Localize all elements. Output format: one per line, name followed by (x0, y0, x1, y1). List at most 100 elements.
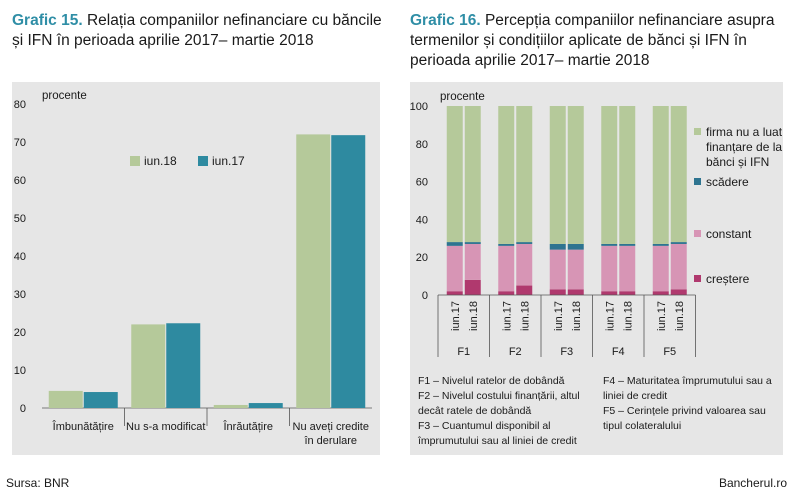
factor-note-f3: F3 – Cuantumul disponibil al împrumutulu… (418, 420, 577, 447)
chart16-legend-swatch (694, 178, 701, 185)
chart16-panel: procente 0 20 40 60 80 100 iun.17 iun.18 F1 iun.17… (410, 82, 783, 455)
chart16-bar-scădere (619, 243, 636, 246)
chart16-y-tick: 100 (410, 101, 428, 113)
chart16-bar-firma (619, 106, 636, 244)
chart16-group-label: F2 (509, 346, 522, 358)
chart15-y-tick: 10 (14, 365, 26, 377)
chart16-plot: procente 0 20 40 60 80 100 iun.17 iun.18 F1 iun.17… (410, 91, 783, 358)
chart15-bar-iun.18 (131, 324, 166, 408)
chart16-bar-scădere (670, 242, 687, 244)
chart15-y-tick: 50 (14, 213, 26, 225)
chart15-bar-iun.18 (213, 404, 248, 408)
chart16-legend-swatch (694, 128, 701, 135)
chart16-bar-scădere (567, 243, 584, 250)
chart15-title: Grafic 15. Relația companiilor nefinanci… (12, 11, 392, 51)
factor-note-f4: F4 – Maturitatea împrumutului sau a lini… (603, 375, 772, 402)
chart16-group-label: F5 (663, 346, 676, 358)
chart16-bar-creștere (516, 285, 533, 295)
chart15-x-tick: Nu s-a modificat (126, 421, 205, 433)
chart16-bar-creștere (670, 289, 687, 295)
chart15-title-text: Relația companiilor nefinanciare cu bănc… (12, 12, 382, 49)
chart16-bar-creștere (549, 289, 566, 295)
chart15-y-tick: 30 (14, 289, 26, 301)
chart16-bar-firma (567, 106, 584, 244)
chart16-bar-scădere (549, 243, 566, 250)
chart16-y-tick: 80 (416, 139, 428, 151)
chart16-group-label: F1 (457, 346, 470, 358)
chart16-bar-constant (549, 249, 566, 290)
chart16-bar-constant (619, 245, 636, 292)
chart15-bar-iun.17 (166, 323, 201, 408)
factor-notes-left: F1 – Nivelul ratelor de dobândă F2 – Niv… (418, 374, 598, 449)
chart16-y-tick: 60 (416, 177, 428, 189)
chart16-bar-firma (464, 106, 481, 243)
chart15-x-tick: în derulare (303, 435, 357, 447)
chart15-bar-iun.17 (83, 392, 118, 408)
chart15-legend-label: iun.17 (212, 154, 245, 168)
chart16-bar-constant (464, 243, 481, 280)
chart16-bar-creștere (464, 279, 481, 295)
source-label: Sursa: BNR (6, 476, 70, 490)
chart16-bar-creștere (567, 289, 584, 295)
chart16-bar-constant (652, 245, 669, 292)
chart15-x-tick: Nu aveți credite (293, 421, 369, 433)
chart16-bar-label: iun.18 (674, 301, 686, 331)
chart16-bar-firma (601, 106, 618, 244)
chart15-legend-label: iun.18 (144, 154, 177, 168)
chart16-bar-label: iun.17 (553, 301, 565, 331)
chart16-group-label: F3 (560, 346, 573, 358)
chart16-y-unit: procente (440, 91, 485, 103)
chart15-y-unit: procente (42, 90, 87, 102)
chart16-bar-firma (498, 106, 515, 244)
chart16-bar-firma (549, 106, 566, 244)
chart15-panel: procente 0 10 20 30 40 50 60 70 80 Îmbunătățire Nu … (12, 82, 380, 455)
factor-note-f1: F1 – Nivelul ratelor de dobândă (418, 375, 565, 387)
chart16-bar-scădere (601, 243, 618, 246)
chart16-bar-scădere (652, 243, 669, 246)
factor-notes-right: F4 – Maturitatea împrumutului sau a lini… (603, 374, 783, 434)
chart16-bar-constant (446, 245, 463, 292)
chart16-bar-label: iun.17 (450, 301, 462, 331)
chart16-bar-label: iun.18 (519, 301, 531, 331)
chart16-bar-creștere (652, 291, 669, 295)
chart16-bar-firma (670, 106, 687, 243)
chart16-bar-label: iun.18 (622, 301, 634, 331)
chart15-y-tick: 70 (14, 137, 26, 149)
chart15-title-prefix: Grafic 15. (12, 12, 83, 29)
chart16-bar-scădere (446, 242, 463, 246)
chart15-bar-iun.17 (331, 135, 366, 408)
chart16-bar-constant (670, 243, 687, 290)
chart16-bar-label: iun.17 (656, 301, 668, 331)
chart15-bar-iun.17 (248, 403, 283, 408)
chart16-bar-label: iun.18 (468, 301, 480, 331)
chart16-bar-constant (601, 245, 618, 292)
chart16-title: Grafic 16. Percepția companiilor nefinan… (410, 11, 790, 71)
chart16-bar-creștere (498, 291, 515, 295)
chart16-bar-label: iun.17 (501, 301, 513, 331)
chart15-legend-swatch (198, 156, 208, 166)
chart16-title-prefix: Grafic 16. (410, 12, 481, 29)
chart16-legend-label: scădere (706, 175, 749, 189)
chart15-y-tick: 0 (20, 403, 26, 415)
chart16-bar-scădere (464, 242, 481, 244)
chart16-legend-swatch (694, 230, 701, 237)
chart15-y-tick: 60 (14, 175, 26, 187)
chart15-y-tick: 40 (14, 251, 26, 263)
chart16-bar-creștere (601, 291, 618, 295)
chart16-legend-label: firma nu a luat finanțare de la bănci și I… (706, 125, 783, 169)
chart16-bar-firma (516, 106, 533, 243)
factor-note-f5: F5 – Cerințele privind valoarea sau tipu… (603, 405, 766, 432)
chart15-y-tick: 20 (14, 327, 26, 339)
chart16-bar-label: iun.17 (604, 301, 616, 331)
chart15-bar-iun.18 (296, 134, 331, 408)
site-label: Bancherul.ro (718, 476, 787, 490)
chart16-title-text: Percepția companiilor nefinanciare asupr… (410, 12, 775, 69)
chart16-y-tick: 40 (416, 214, 428, 226)
chart16-legend-label: creștere (706, 272, 750, 286)
chart16-bar-constant (516, 243, 533, 286)
chart16-bar-scădere (516, 242, 533, 244)
chart16-bar-constant (498, 245, 515, 292)
chart16-bar-label: iun.18 (571, 301, 583, 331)
factor-note-f2: F2 – Nivelul costului finanțării, altul … (418, 390, 580, 417)
chart15-x-tick: Îmbunătățire (52, 420, 114, 433)
